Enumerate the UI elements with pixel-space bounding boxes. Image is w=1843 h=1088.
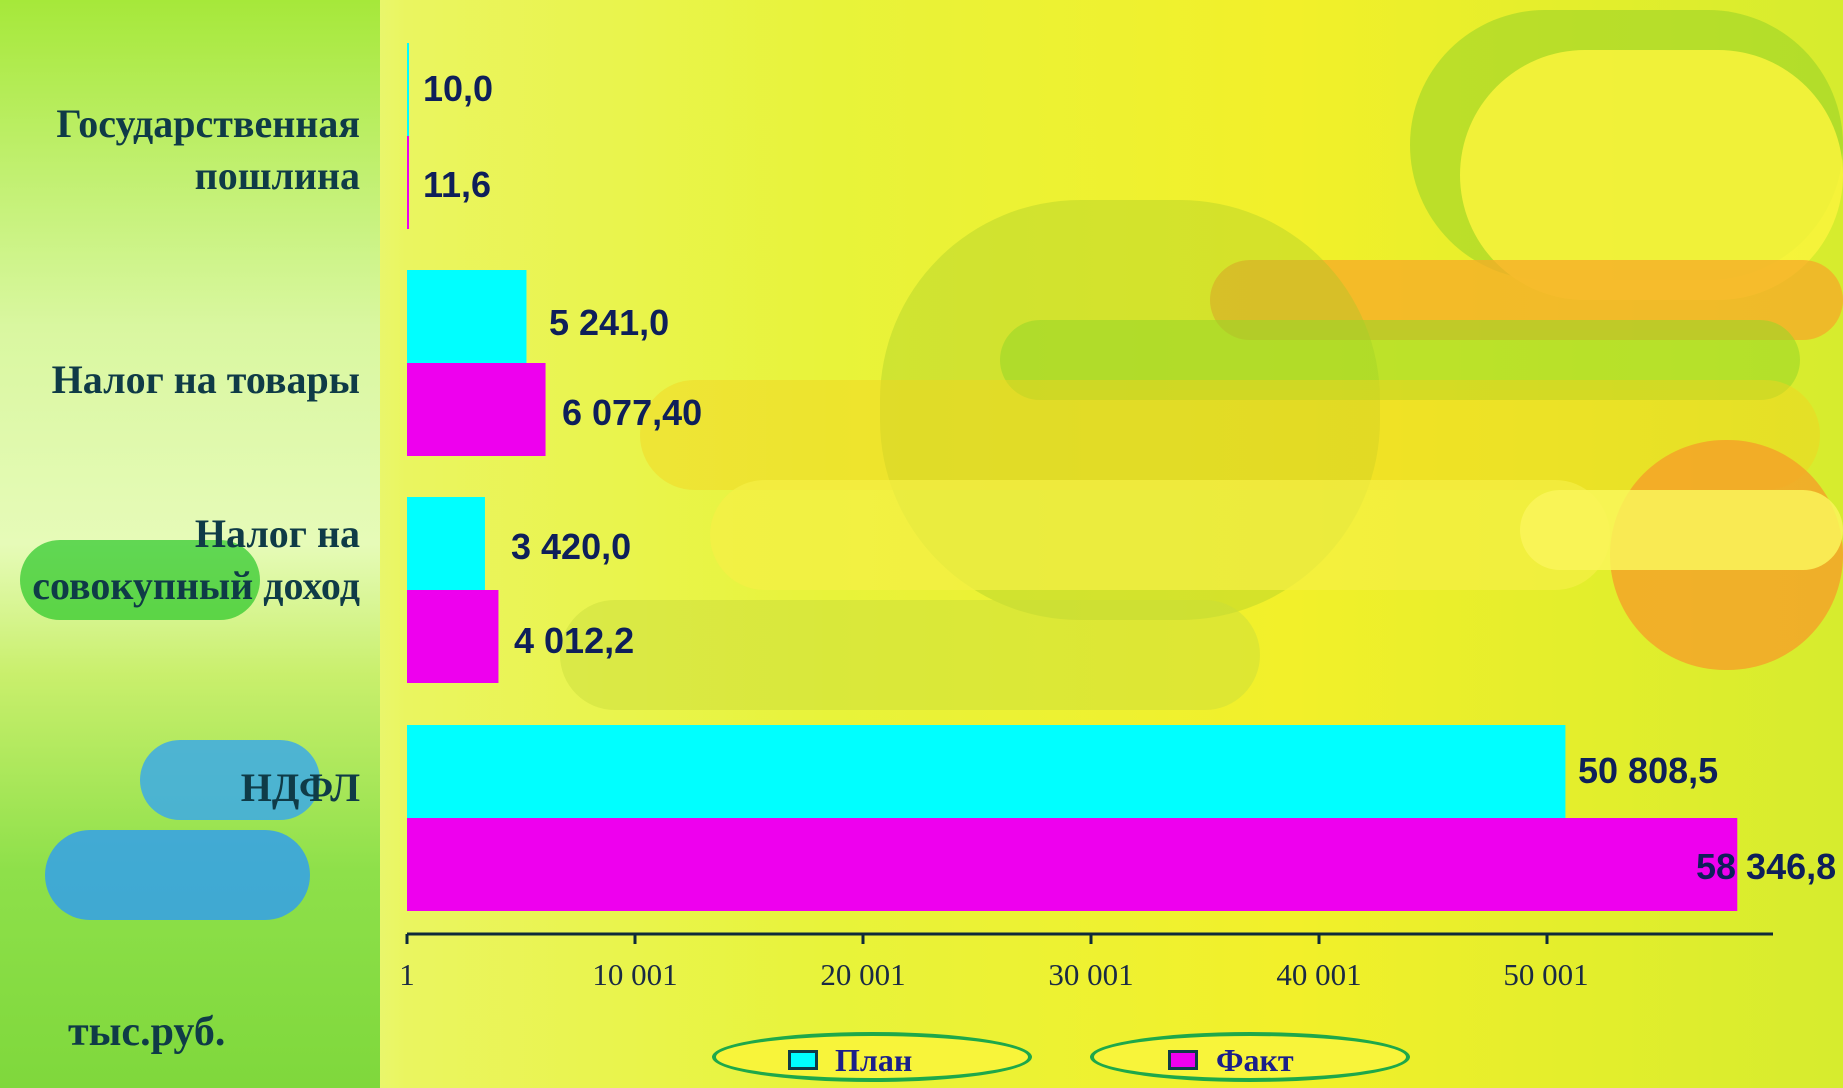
decor-stripe bbox=[45, 830, 310, 920]
value-label-fact-3: 58 346,8 bbox=[1696, 846, 1837, 887]
bar-plan-3 bbox=[407, 725, 1566, 818]
unit-label: тыс.руб. bbox=[68, 1009, 226, 1055]
decor-stripe bbox=[140, 740, 320, 820]
category-label-line: Налог на bbox=[194, 511, 360, 556]
decor-stripe bbox=[560, 600, 1260, 710]
bar-plan-0 bbox=[407, 43, 409, 136]
x-tick-label: 20 001 bbox=[820, 957, 906, 992]
category-label-line: Государственная bbox=[56, 101, 360, 146]
legend-swatch-fact bbox=[1168, 1050, 1198, 1070]
category-label-line: пошлина bbox=[194, 153, 360, 198]
category-label-line: совокупный доход bbox=[32, 563, 360, 608]
value-label-fact-2: 4 012,2 bbox=[514, 620, 635, 661]
value-label-plan-2: 3 420,0 bbox=[511, 526, 632, 567]
decor-stripe bbox=[1520, 490, 1843, 570]
value-label-plan-3: 50 808,5 bbox=[1578, 750, 1719, 791]
decor-stripe bbox=[1460, 50, 1843, 300]
category-label-gov-duty: Государственная пошлина bbox=[56, 98, 360, 202]
category-label-income-tax: Налог на совокупный доход bbox=[32, 508, 360, 612]
legend-item-fact: Факт bbox=[1090, 1032, 1410, 1082]
x-tick-label: 1 bbox=[399, 957, 415, 992]
bar-plan-1 bbox=[407, 270, 527, 363]
category-label-ndfl: НДФЛ bbox=[241, 762, 360, 814]
value-label-plan-1: 5 241,0 bbox=[549, 302, 670, 343]
decor-stripe bbox=[20, 540, 260, 620]
legend-label-fact: Факт bbox=[1216, 1042, 1294, 1078]
x-tick-label: 50 001 bbox=[1503, 957, 1589, 992]
bar-fact-2 bbox=[407, 590, 499, 683]
x-tick-label: 40 001 bbox=[1276, 957, 1362, 992]
legend-swatch-plan bbox=[788, 1050, 818, 1070]
value-label-plan-0: 10,0 bbox=[423, 68, 494, 109]
category-label-line: Налог на товары bbox=[51, 357, 360, 402]
bar-fact-0 bbox=[407, 136, 409, 229]
value-label-fact-0: 11,6 bbox=[423, 164, 492, 205]
legend-label-plan: План bbox=[835, 1042, 913, 1078]
category-label-line: НДФЛ bbox=[240, 765, 360, 810]
bar-fact-1 bbox=[407, 363, 546, 456]
category-label-goods-tax: Налог на товары bbox=[52, 354, 360, 406]
x-tick-label: 30 001 bbox=[1048, 957, 1134, 992]
decor-stripe bbox=[640, 380, 1820, 490]
bar-plan-2 bbox=[407, 497, 485, 590]
bar-fact-3 bbox=[407, 818, 1738, 911]
x-tick-label: 10 001 bbox=[592, 957, 678, 992]
legend-item-plan: План bbox=[712, 1032, 1032, 1082]
decor-stripe bbox=[710, 480, 1610, 590]
value-label-fact-1: 6 077,40 bbox=[562, 392, 703, 433]
decor-stripe bbox=[1000, 320, 1800, 400]
